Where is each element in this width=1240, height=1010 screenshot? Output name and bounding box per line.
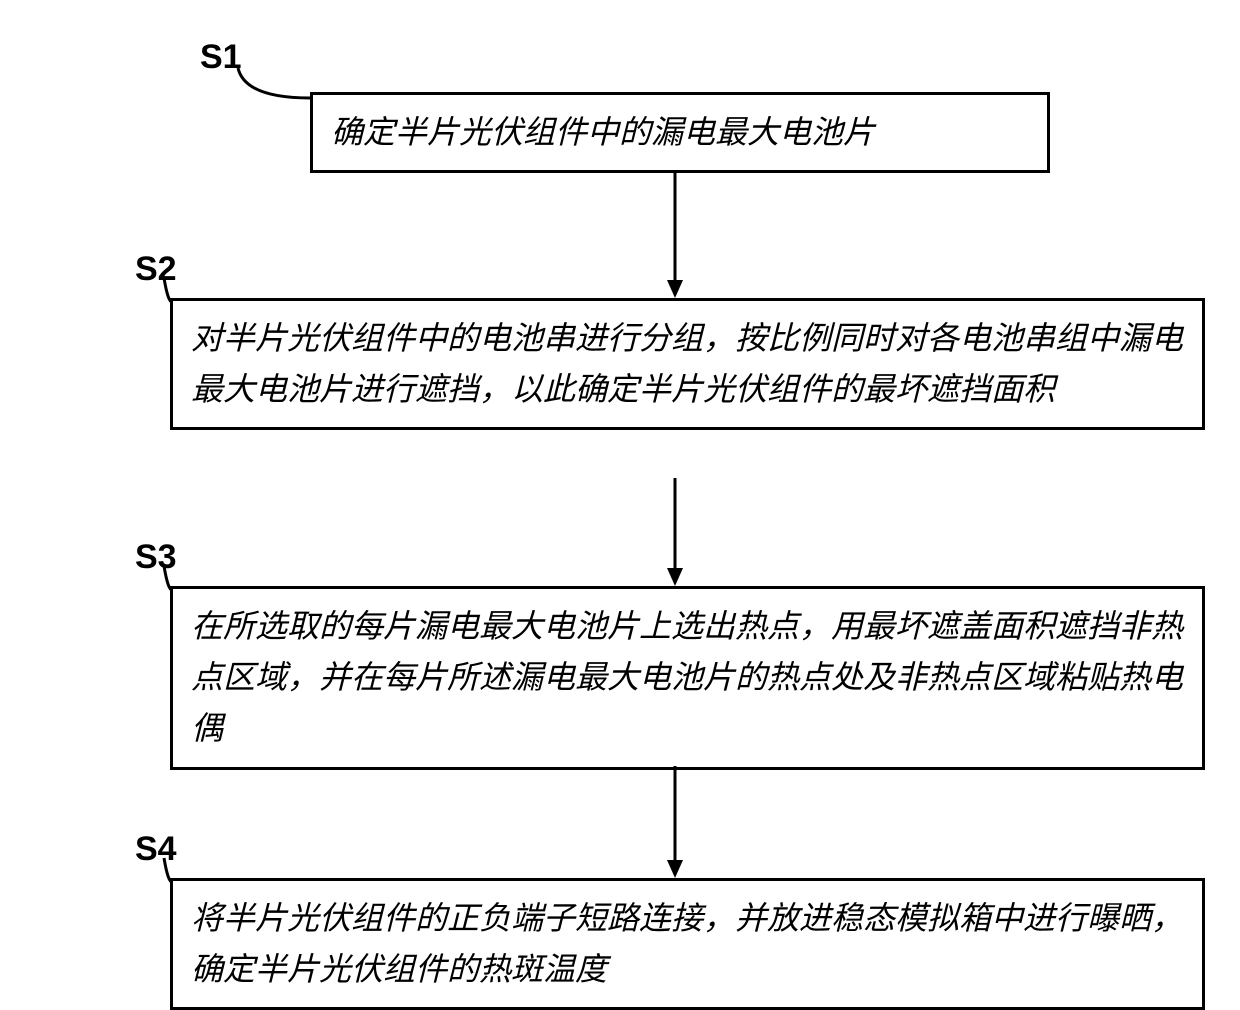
step-text-s1: 确定半片光伏组件中的漏电最大电池片	[331, 114, 875, 150]
step-box-s1: 确定半片光伏组件中的漏电最大电池片	[310, 92, 1050, 173]
step-box-s2: 对半片光伏组件中的电池串进行分组，按比例同时对各电池串组中漏电最大电池片进行遮挡…	[170, 298, 1205, 430]
arrow-s2-s3	[665, 478, 685, 586]
step-box-s4: 将半片光伏组件的正负端子短路连接，并放进稳态模拟箱中进行曝晒，确定半片光伏组件的…	[170, 878, 1205, 1010]
step-text-s2: 对半片光伏组件中的电池串进行分组，按比例同时对各电池串组中漏电最大电池片进行遮挡…	[191, 320, 1183, 407]
step-box-s3: 在所选取的每片漏电最大电池片上选出热点，用最坏遮盖面积遮挡非热点区域，并在每片所…	[170, 586, 1205, 770]
arrow-s1-s2	[665, 170, 685, 298]
arrow-s3-s4	[665, 766, 685, 878]
pointer-s1	[220, 50, 320, 110]
step-text-s3: 在所选取的每片漏电最大电池片上选出热点，用最坏遮盖面积遮挡非热点区域，并在每片所…	[191, 608, 1183, 746]
step-text-s4: 将半片光伏组件的正负端子短路连接，并放进稳态模拟箱中进行曝晒，确定半片光伏组件的…	[191, 900, 1183, 987]
